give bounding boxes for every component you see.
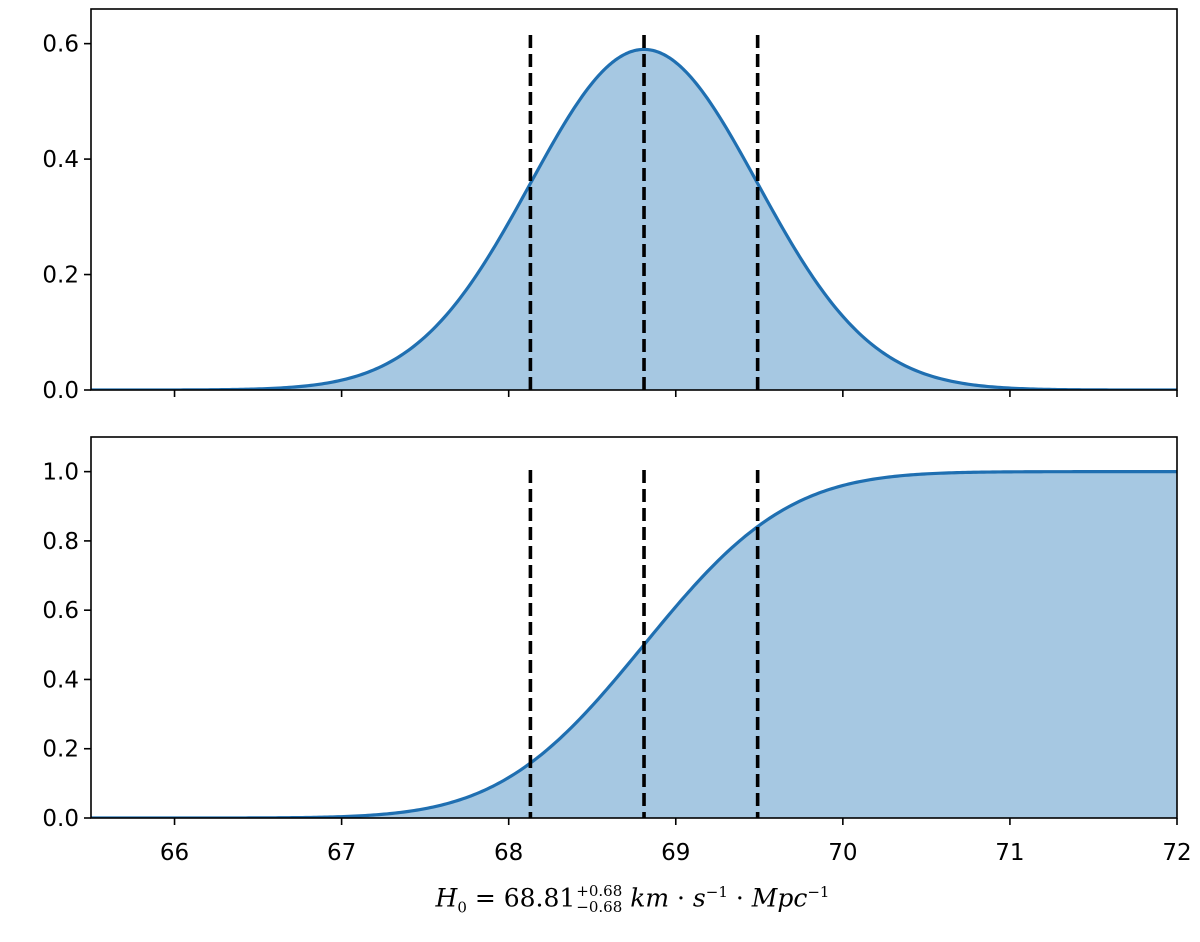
plot-area xyxy=(91,35,1177,390)
y-tick-label: 1.0 xyxy=(42,460,79,486)
y-tick-label: 0.0 xyxy=(42,378,79,404)
plot-area xyxy=(91,470,1177,818)
density-curve xyxy=(91,47,1177,390)
y-tick-label: 0.4 xyxy=(42,667,79,693)
x-tick-label: 66 xyxy=(160,840,189,866)
histogram-fill xyxy=(91,49,1177,390)
histogram-fill xyxy=(91,471,1177,818)
x-tick-label: 68 xyxy=(494,840,523,866)
y-tick-label: 0.2 xyxy=(42,737,79,763)
x-tick-label: 72 xyxy=(1162,840,1191,866)
axes-frame xyxy=(90,436,1178,819)
xlabel-unit-km: km xyxy=(630,883,670,913)
xlabel-unit-mpc-exp: −1 xyxy=(807,882,830,901)
xlabel-unit-s: s xyxy=(692,883,706,913)
y-tick-label: 0.8 xyxy=(42,529,79,555)
y-tick-label: 0.6 xyxy=(42,32,79,58)
x-tick-label: 67 xyxy=(327,840,356,866)
y-tick-label: 0.0 xyxy=(42,806,79,832)
x-tick-label: 71 xyxy=(995,840,1024,866)
xlabel-equals: = xyxy=(466,883,504,913)
xlabel-dot-1: · xyxy=(669,883,693,913)
x-axis-label: H0 = 68.81 +0.68 −0.68 km · s−1 · Mpc−1 xyxy=(0,882,1200,917)
axes-frame xyxy=(90,8,1178,391)
xlabel-dot-2: · xyxy=(727,883,752,913)
xlabel-unit-mpc: Mpc xyxy=(751,883,808,913)
bottom-cdf-panel: 0.0 0.2 0.4 0.6 0.8 1.0 66 67 68 69 70 71 72 xyxy=(42,436,1192,866)
top-density-panel: 0.0 0.2 0.4 0.6 xyxy=(42,8,1178,404)
xlabel-value: 68.81 xyxy=(503,883,576,913)
xlabel-unit-s-exp: −1 xyxy=(705,882,728,901)
x-tick-label: 70 xyxy=(828,840,857,866)
x-tick-label: 69 xyxy=(661,840,690,866)
y-tick-label: 0.2 xyxy=(42,263,79,289)
y-tick-label: 0.4 xyxy=(42,147,79,173)
xlabel-symbol: H xyxy=(435,883,458,913)
y-tick-label: 0.6 xyxy=(42,598,79,624)
xlabel-errors: +0.68 −0.68 xyxy=(576,882,623,916)
xlabel-symbol-sub: 0 xyxy=(457,898,467,917)
xlabel-lower-err: −0.68 xyxy=(576,897,623,916)
xlabel-upper-err: +0.68 xyxy=(576,882,623,900)
